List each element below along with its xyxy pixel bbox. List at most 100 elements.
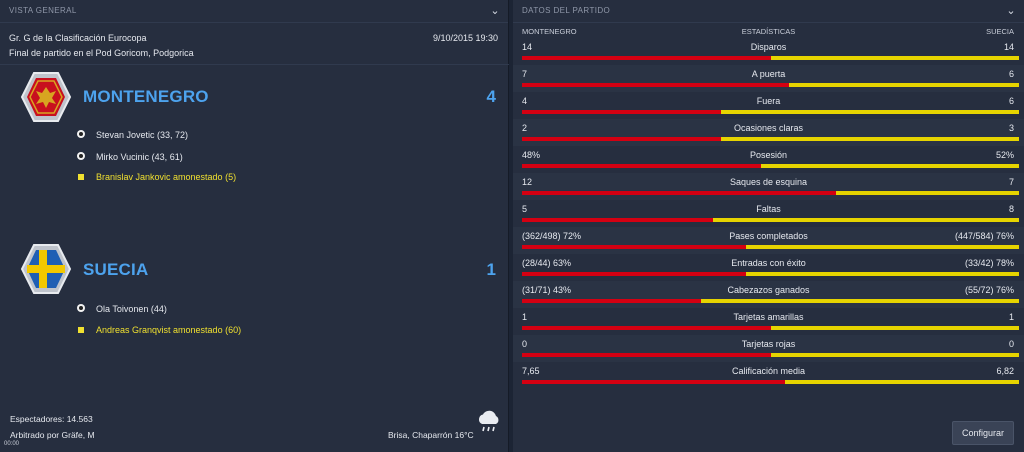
stat-bar xyxy=(522,83,1019,87)
weather-text: Brisa, Chaparrón 16°C xyxy=(388,430,474,440)
chevron-down-icon[interactable]: ⌄ xyxy=(490,5,500,17)
away-event-goal: Ola Toivonen (44) xyxy=(76,302,167,316)
away-event-yellow-card: Andreas Granqvist amonestado (60) xyxy=(76,323,241,337)
stat-home-value: 7,65 xyxy=(522,366,540,376)
stat-home-value: (31/71) 43% xyxy=(522,285,572,295)
stat-home-value: 12 xyxy=(522,177,533,187)
stat-row: 1 Tarjetas amarillas 1 xyxy=(513,308,1024,335)
stat-home-value: 4 xyxy=(522,96,528,106)
goal-ball-icon xyxy=(77,130,85,138)
event-text[interactable]: Ola Toivonen (44) xyxy=(96,304,167,314)
stat-row: 48% Posesión 52% xyxy=(513,146,1024,173)
stat-bar-home-fill xyxy=(522,56,771,60)
event-text[interactable]: Stevan Jovetic (33, 72) xyxy=(96,130,189,140)
stat-bar xyxy=(522,218,1019,222)
stat-label: Pases completados xyxy=(729,231,808,241)
stat-bar-home-fill xyxy=(522,218,713,222)
col-away-label: SUECIA xyxy=(986,27,1014,36)
stat-row: 5 Faltas 8 xyxy=(513,200,1024,227)
stat-bar xyxy=(522,137,1019,141)
stat-away-value: 0 xyxy=(1008,339,1014,349)
stat-home-value: 14 xyxy=(522,42,533,52)
stat-home-value: 7 xyxy=(522,69,528,79)
stat-away-value: 6 xyxy=(1008,96,1014,106)
home-event-goal: Mirko Vucinic (43, 61) xyxy=(76,150,183,164)
chevron-down-icon[interactable]: ⌄ xyxy=(1006,5,1016,17)
stat-label: Calificación media xyxy=(731,366,806,376)
stat-bar xyxy=(522,353,1019,357)
stat-label: Cabezazos ganados xyxy=(727,285,810,295)
stat-away-value: 6,82 xyxy=(996,366,1014,376)
stat-away-value: (55/72) 76% xyxy=(964,285,1014,295)
stat-bar-home-fill xyxy=(522,299,701,303)
stat-bar-home-fill xyxy=(522,272,746,276)
stat-away-value: (447/584) 76% xyxy=(954,231,1014,241)
stat-row: 12 Saques de esquina 7 xyxy=(513,173,1024,200)
configure-button[interactable]: Configurar xyxy=(952,421,1014,445)
stat-row: 2 Ocasiones claras 3 xyxy=(513,119,1024,146)
stats-header-title: DATOS DEL PARTIDO xyxy=(522,6,611,15)
away-team-name[interactable]: SUECIA xyxy=(83,260,149,279)
stat-row: 7 A puerta 6 xyxy=(513,65,1024,92)
stats-header: DATOS DEL PARTIDO ⌄ xyxy=(513,0,1024,23)
overview-header-title: VISTA GENERAL xyxy=(9,6,77,15)
stat-bar-home-fill xyxy=(522,164,761,168)
stat-bar-home-fill xyxy=(522,83,789,87)
stat-label: Fuera xyxy=(756,96,781,106)
stat-label: Ocasiones claras xyxy=(733,123,804,133)
stat-away-value: 6 xyxy=(1008,69,1014,79)
rain-cloud-icon xyxy=(476,410,502,439)
stat-row: 4 Fuera 6 xyxy=(513,92,1024,119)
stat-bar xyxy=(522,164,1019,168)
home-event-goal: Stevan Jovetic (33, 72) xyxy=(76,128,188,142)
stat-home-value: (28/44) 63% xyxy=(522,258,572,268)
venue-line: Final de partido en el Pod Goricom, Podg… xyxy=(9,48,194,58)
stat-label: A puerta xyxy=(751,69,786,79)
montenegro-crest-icon[interactable] xyxy=(20,71,72,128)
stat-bar xyxy=(522,326,1019,330)
stat-label: Saques de esquina xyxy=(729,177,808,187)
event-text[interactable]: Branislav Jankovic amonestado (5) xyxy=(96,172,237,182)
col-stats-label: ESTADÍSTICAS xyxy=(741,27,796,36)
event-text[interactable]: Andreas Granqvist amonestado (60) xyxy=(96,325,242,335)
stat-bar xyxy=(522,380,1019,384)
stat-away-value: 3 xyxy=(1008,123,1014,133)
sweden-crest-icon[interactable] xyxy=(20,243,72,300)
stat-row: (31/71) 43% Cabezazos ganados (55/72) 76% xyxy=(513,281,1024,308)
stat-bar-home-fill xyxy=(522,245,746,249)
time-readout: 00:00 xyxy=(4,441,20,447)
yellow-card-icon xyxy=(78,174,84,180)
stat-away-value: 52% xyxy=(995,150,1014,160)
stat-bar-home-fill xyxy=(522,380,785,384)
stat-row: 14 Disparos 14 xyxy=(513,38,1024,65)
stat-bar-home-fill xyxy=(522,326,771,330)
stat-bar xyxy=(522,245,1019,249)
stat-row: 7,65 Calificación media 6,82 xyxy=(513,362,1024,389)
stat-bar xyxy=(522,191,1019,195)
attendance: Espectadores: 14.563 xyxy=(10,414,93,424)
referee[interactable]: Arbitrado por Gräfe, M xyxy=(10,430,95,440)
stat-label: Faltas xyxy=(756,204,781,214)
stat-away-value: 7 xyxy=(1008,177,1014,187)
stat-bar xyxy=(522,56,1019,60)
stat-away-value: (33/42) 78% xyxy=(964,258,1014,268)
stat-row: 0 Tarjetas rojas 0 xyxy=(513,335,1024,362)
stat-away-value: 1 xyxy=(1008,312,1014,322)
away-team-score: 1 xyxy=(486,260,496,279)
stat-row: (362/498) 72% Pases completados (447/584) … xyxy=(513,227,1024,254)
stat-home-value: 5 xyxy=(522,204,528,214)
stat-bar-home-fill xyxy=(522,191,836,195)
home-team-name[interactable]: MONTENEGRO xyxy=(83,87,209,106)
yellow-card-icon xyxy=(78,327,84,333)
home-team-score: 4 xyxy=(486,87,496,106)
stat-label: Disparos xyxy=(750,42,787,52)
stat-label: Entradas con éxito xyxy=(731,258,806,268)
event-text[interactable]: Mirko Vucinic (43, 61) xyxy=(96,152,183,162)
home-event-yellow-card: Branislav Jankovic amonestado (5) xyxy=(76,170,236,184)
stat-bar-home-fill xyxy=(522,137,721,141)
stat-bar xyxy=(522,299,1019,303)
goal-ball-icon xyxy=(77,304,85,312)
match-stats-panel: DATOS DEL PARTIDO ⌄ MONTENEGRO ESTADÍSTI… xyxy=(513,0,1024,452)
stat-label: Tarjetas amarillas xyxy=(733,312,804,322)
col-home-label: MONTENEGRO xyxy=(522,27,577,36)
